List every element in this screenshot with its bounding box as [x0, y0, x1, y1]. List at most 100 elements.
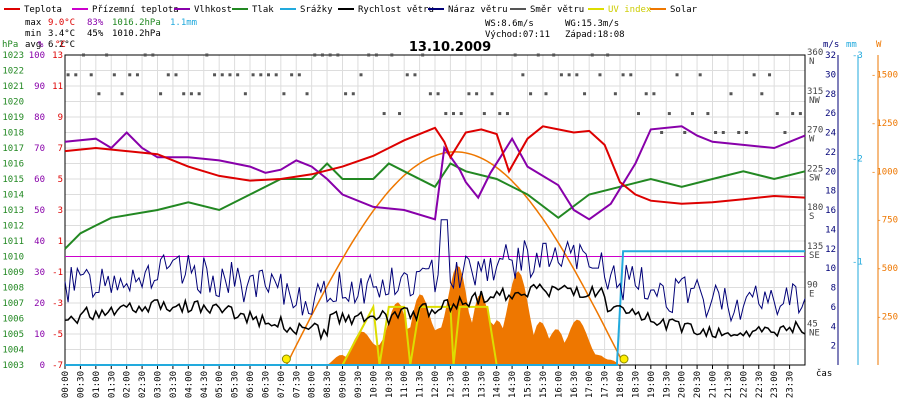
wind-tick-label: 24 [825, 129, 836, 139]
wind-tick-label: 10 [825, 264, 836, 274]
stats-panel: max 9.0°C 83% 1016.2hPa 1.1mm min 3.4°C … [25, 18, 197, 50]
wind-direction-point [791, 112, 795, 116]
rain-tick-label: -3 [852, 51, 863, 61]
pressure-tick-label: 1005 [2, 330, 24, 340]
x-tick-label: 00:00 [61, 371, 71, 398]
wind-direction-point [143, 53, 147, 57]
wind-tick-label: 16 [825, 206, 836, 216]
x-tick-label: 15:00 [524, 371, 534, 398]
wind-direction-point [552, 53, 556, 57]
wind-direction-point [82, 53, 85, 57]
wind-sun-info: WS:8.6m/s WG:15.3m/s Východ:07:11 Západ:… [485, 19, 625, 40]
x-tick-label: 06:00 [246, 371, 256, 398]
unit-w: W [876, 40, 882, 50]
wind-direction-point [290, 73, 294, 77]
rain-tick-label: -2 [852, 154, 863, 164]
wind-direction-point [351, 92, 355, 96]
wind-direction-point [567, 73, 571, 77]
wind-direction-point [105, 53, 109, 57]
temp-tick-label: 1 [58, 237, 63, 247]
legend-label-3: Tlak [252, 5, 274, 15]
wind-direction-point [66, 73, 70, 77]
wind-direction-point [120, 92, 124, 96]
stat-min-hum: 45% [87, 29, 104, 39]
pressure-tick-label: 1016 [2, 160, 24, 170]
x-tick-label: 20:30 [693, 371, 703, 398]
wind-direction-point [428, 92, 432, 96]
wind-direction-point [621, 73, 625, 77]
humidity-tick-label: 70 [34, 144, 45, 154]
humidity-tick-label: 80 [34, 113, 45, 123]
x-tick-label: 05:00 [215, 371, 225, 398]
humidity-tick-label: 20 [34, 299, 45, 309]
direction-tick-letter: E [809, 290, 814, 300]
wind-direction-point [667, 112, 671, 116]
wind-direction-point [644, 92, 648, 96]
pressure-tick-label: 1012 [2, 222, 24, 232]
x-tick-label: 19:30 [662, 371, 672, 398]
wind-direction-point [390, 53, 394, 57]
rain-line [65, 250, 805, 366]
direction-tick-letter: SW [809, 173, 820, 183]
direction-tick-label: 90 [807, 281, 818, 291]
wind-direction-point [382, 112, 386, 116]
wind-direction-point [213, 73, 217, 77]
wind-direction-point [544, 92, 548, 96]
wind-direction-point [706, 112, 710, 116]
wind-tick-label: 18 [825, 187, 836, 197]
x-tick-label: 11:30 [416, 371, 426, 398]
wind-direction-point [559, 73, 563, 77]
x-tick-label: 14:30 [508, 371, 518, 398]
direction-tick-label: 180 [807, 203, 823, 213]
wind-direction-point [182, 92, 186, 96]
x-tick-label: 01:30 [107, 371, 117, 398]
wind-direction-point [344, 92, 348, 96]
temp-tick-label: -5 [52, 330, 63, 340]
humidity-tick-label: 60 [34, 175, 45, 185]
solar-area [327, 265, 620, 365]
stat-avg-label: avg [25, 40, 41, 50]
wind-direction-point [675, 73, 679, 77]
pressure-tick-label: 1023 [2, 51, 24, 61]
wind-direction-point [135, 73, 139, 77]
direction-tick-letter: SE [809, 251, 820, 261]
direction-tick-letter: NW [809, 96, 820, 106]
stat-max-temp: 9.0°C [48, 18, 75, 28]
wind-direction-point [128, 73, 132, 77]
wind-direction-point [243, 92, 247, 96]
wind-direction-point [529, 92, 533, 96]
wind-direction-point [151, 53, 155, 57]
sun-marker-sunrise [281, 354, 291, 364]
wind-direction-point [228, 73, 232, 77]
x-tick-label: 20:00 [678, 371, 688, 398]
stat-min-label: min [25, 29, 41, 39]
x-tick-label: 16:00 [554, 371, 564, 398]
wind-direction-point [444, 112, 448, 116]
temp-tick-label: 11 [52, 82, 63, 92]
stat-min-press: 1010.2hPa [112, 29, 161, 39]
x-tick-label: 02:30 [138, 371, 148, 398]
info-sunset: Západ:18:08 [565, 30, 625, 40]
wind-direction-point [112, 73, 116, 77]
wind-direction-point [783, 131, 787, 134]
wind-direction-point [436, 92, 440, 96]
x-tick-label: 08:00 [308, 371, 318, 398]
wind-direction-point [159, 92, 163, 96]
pressure-tick-label: 1003 [2, 361, 24, 371]
stat-max-label: max [25, 18, 42, 28]
wind-direction-point [505, 112, 509, 116]
x-tick-label: 00:30 [76, 371, 86, 398]
temp-tick-label: -7 [52, 361, 63, 371]
wind-direction-point [197, 92, 201, 96]
pressure-tick-label: 1007 [2, 299, 24, 309]
wind-direction-point [714, 131, 718, 134]
wind-direction-point [174, 73, 178, 77]
wind-direction-point [482, 112, 486, 116]
direction-tick-letter: W [809, 135, 815, 145]
unit-hpa: hPa [2, 40, 18, 50]
wind-direction-point [752, 73, 756, 77]
direction-tick-letter: N [809, 57, 814, 67]
x-tick-label: 17:00 [585, 371, 595, 398]
humidity-tick-label: 30 [34, 268, 45, 278]
